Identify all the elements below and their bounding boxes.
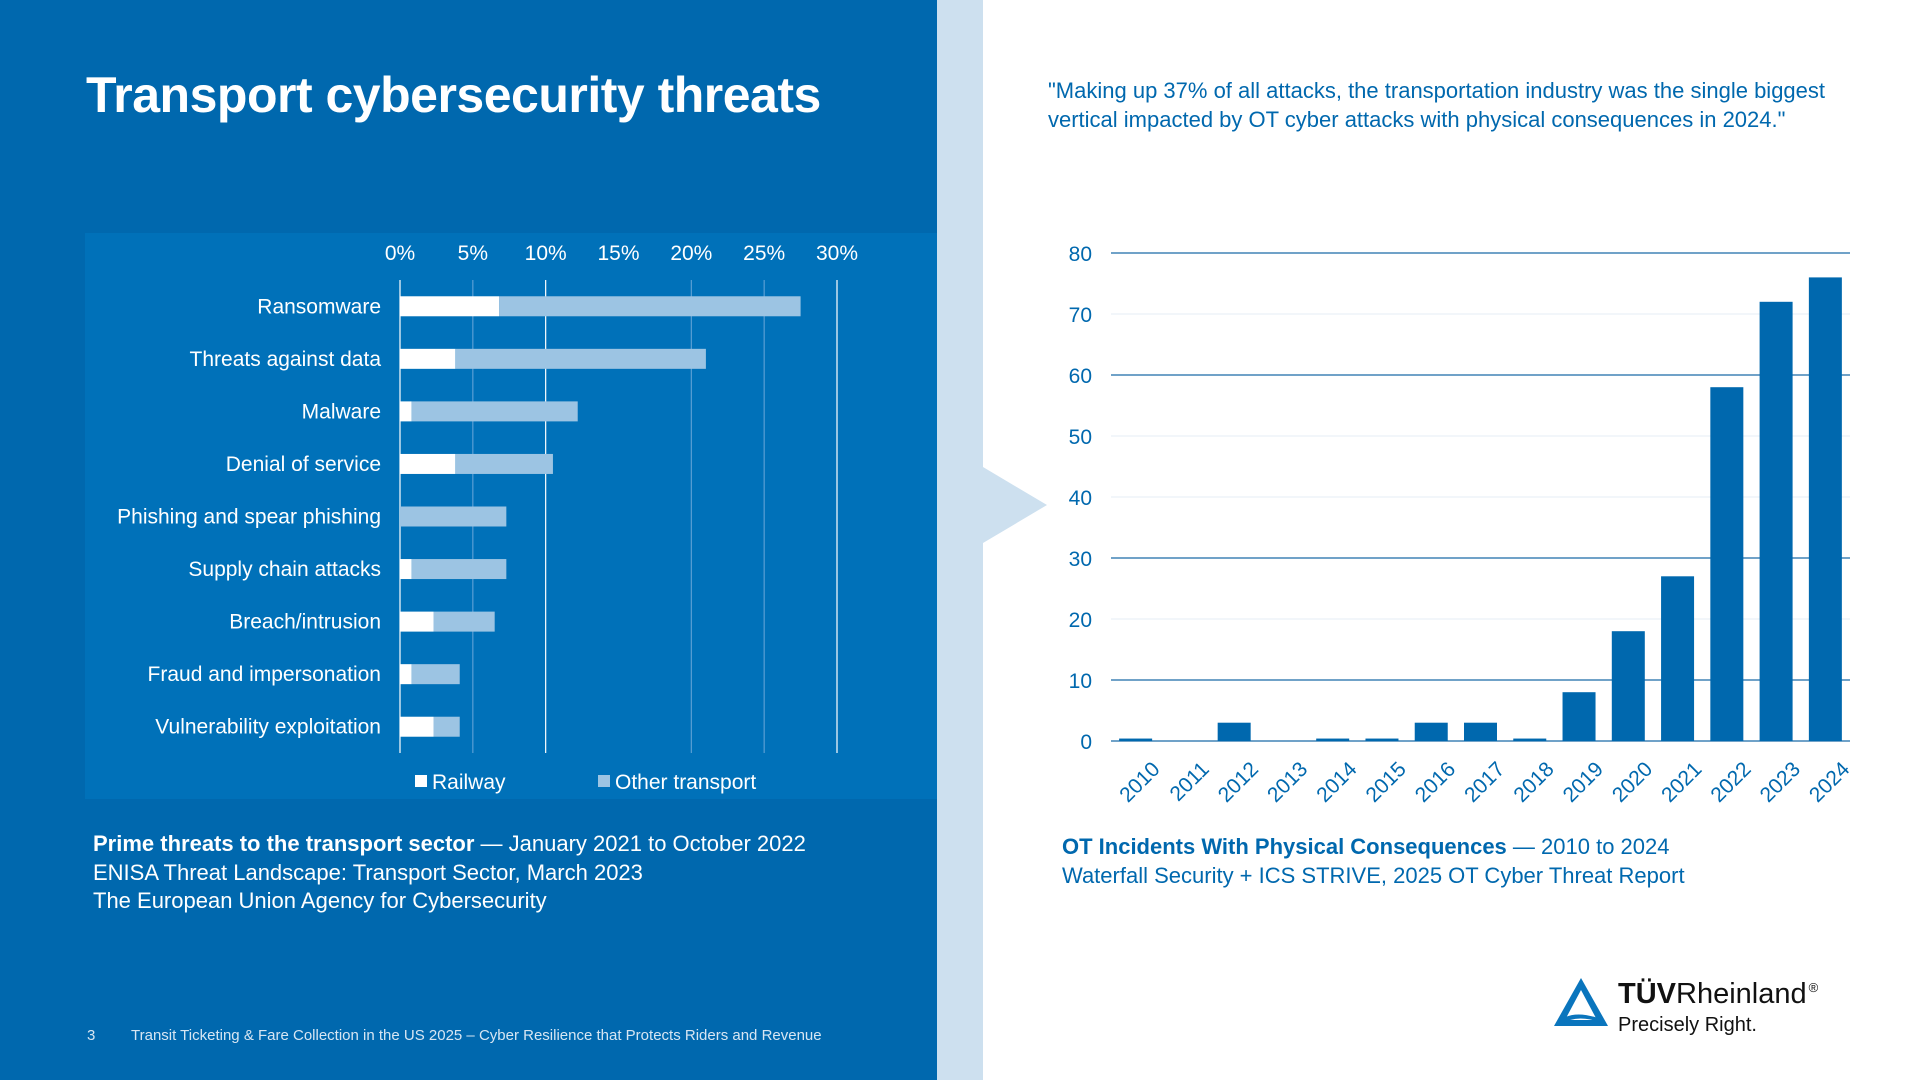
y-tick-label: 60 <box>1069 365 1092 388</box>
bar-railway <box>400 348 456 369</box>
x-tick-label: 2011 <box>1166 758 1214 806</box>
category-label: Phishing and spear phishing <box>117 506 381 529</box>
x-tick-label: 2013 <box>1263 758 1312 807</box>
bar-other-transport <box>411 664 460 685</box>
bar <box>1759 301 1793 741</box>
y-tick-label: 0 <box>1080 731 1092 754</box>
y-tick-label: 50 <box>1069 426 1092 449</box>
bar <box>1562 692 1596 741</box>
bar <box>1365 738 1399 741</box>
bar-railway <box>400 401 412 422</box>
x-tick-label: 0% <box>385 242 415 265</box>
logo-tagline: Precisely Right. <box>1618 1014 1757 1036</box>
quote-text: "Making up 37% of all attacks, the trans… <box>1048 78 1826 132</box>
left-caption-title: Prime threats to the transport sector <box>93 831 475 856</box>
bar-other-transport <box>433 611 495 632</box>
left-caption-range: — January 2021 to October 2022 <box>474 831 806 856</box>
bar <box>1513 738 1547 741</box>
x-tick-label: 25% <box>743 242 785 265</box>
threats-chart: 0% 5% 10% 15% 20% 25% 30% Ransomware Threats aga… <box>117 242 858 794</box>
y-tick-label: 70 <box>1069 304 1092 327</box>
right-caption-title: OT Incidents With Physical Consequences <box>1062 834 1507 859</box>
x-tick-label: 20% <box>670 242 712 265</box>
left-chart-caption: Prime threats to the transport sector — … <box>93 830 806 916</box>
logo-brand-bold: TÜV <box>1618 978 1676 1010</box>
bar-railway <box>400 559 412 580</box>
category-label: Breach/intrusion <box>229 611 381 634</box>
x-tick-label: 30% <box>816 242 858 265</box>
bar-other-transport <box>455 453 553 474</box>
x-tick-label: 5% <box>458 242 488 265</box>
bar <box>1710 387 1744 741</box>
right-caption-source: Waterfall Security + ICS STRIVE, 2025 OT… <box>1062 863 1685 888</box>
category-label: Ransomware <box>257 295 381 318</box>
threats-chart-panel <box>85 233 937 799</box>
y-tick-label: 30 <box>1069 548 1092 571</box>
bar-other-transport <box>411 401 578 422</box>
category-label: Malware <box>302 400 381 423</box>
tuv-triangle-icon <box>1554 978 1608 1026</box>
category-label: Fraud and impersonation <box>148 663 381 686</box>
bar-other-transport <box>411 559 507 580</box>
bar-railway <box>400 296 500 317</box>
x-tick-label: 2019 <box>1559 758 1608 807</box>
bar-railway <box>400 664 412 685</box>
bar <box>1217 722 1251 741</box>
bar-railway <box>400 611 434 632</box>
bar <box>1316 738 1350 741</box>
x-tick-label: 2023 <box>1756 758 1805 807</box>
y-tick-label: 40 <box>1069 487 1092 510</box>
x-tick-label: 2016 <box>1411 758 1460 807</box>
category-label: Threats against data <box>190 348 382 371</box>
footer-text: Transit Ticketing & Fare Collection in t… <box>131 1027 822 1044</box>
bar-railway <box>400 716 434 737</box>
slide-title: Transport cybersecurity threats <box>86 67 821 123</box>
x-tick-label: 2017 <box>1460 758 1509 807</box>
right-chart-caption: OT Incidents With Physical Consequences … <box>1062 832 1685 890</box>
x-tick-label: 2014 <box>1312 757 1362 807</box>
x-tick-label: 2015 <box>1362 758 1411 807</box>
left-caption-source: ENISA Threat Landscape: Transport Sector… <box>93 859 643 885</box>
bar-other-transport <box>433 716 460 737</box>
right-caption-range: — 2010 to 2024 <box>1506 834 1670 859</box>
bar <box>1464 722 1497 741</box>
registered-mark: ® <box>1808 980 1819 995</box>
y-tick-label: 80 <box>1069 243 1092 266</box>
x-tick-label: 15% <box>597 242 639 265</box>
x-tick-label: 2022 <box>1706 758 1755 807</box>
bar <box>1414 722 1448 741</box>
bar-other-transport <box>400 506 507 527</box>
x-tick-label: 2021 <box>1657 758 1706 807</box>
category-label: Supply chain attacks <box>188 558 381 581</box>
category-label: Denial of service <box>226 453 381 476</box>
x-tick-label: 10% <box>525 242 567 265</box>
bar-other-transport <box>499 296 801 317</box>
left-caption-agency: The European Union Agency for Cybersecur… <box>93 888 547 913</box>
x-tick-label: 2020 <box>1608 758 1657 807</box>
x-tick-label: 2018 <box>1509 758 1558 807</box>
category-label: Vulnerability exploitation <box>155 716 381 739</box>
bar <box>1808 277 1842 741</box>
bar <box>1661 576 1695 741</box>
y-tick-label: 10 <box>1069 670 1092 693</box>
legend-label: Railway <box>432 771 506 794</box>
y-tick-label: 20 <box>1069 609 1092 632</box>
page-number: 3 <box>87 1027 96 1044</box>
logo-brand: TÜVRheinland ® <box>1618 978 1818 1011</box>
x-tick-label: 2012 <box>1214 758 1263 807</box>
divider-strip <box>937 0 983 1080</box>
legend-swatch <box>598 775 610 787</box>
bar-railway <box>400 453 456 474</box>
slide-footer: 3 Transit Ticketing & Fare Collection in … <box>87 1027 822 1044</box>
legend-label: Other transport <box>615 771 756 794</box>
bar <box>1119 738 1153 741</box>
bar-other-transport <box>455 348 706 369</box>
tuv-rheinland-logo: TÜVRheinland ® Precisely Right. <box>1552 972 1852 1052</box>
pointer-arrow <box>983 467 1047 543</box>
bar <box>1611 631 1645 741</box>
x-tick-label: 2024 <box>1805 757 1855 807</box>
x-tick-label: 2010 <box>1115 758 1164 807</box>
logo-brand-rest: Rheinland <box>1676 978 1807 1010</box>
legend-swatch <box>415 775 427 787</box>
